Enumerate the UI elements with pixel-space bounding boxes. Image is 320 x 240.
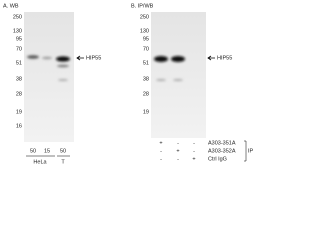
bands (27, 55, 185, 81)
marker: 16 (16, 123, 22, 129)
band (58, 79, 68, 81)
band (156, 79, 166, 81)
arrow (207, 55, 215, 61)
marker: 19 (143, 109, 149, 115)
marker: 28 (16, 91, 22, 97)
marker: 95 (143, 36, 149, 42)
row-label: Ctrl IgG (208, 156, 227, 162)
sign: - (160, 156, 162, 162)
sign: + (176, 148, 179, 154)
marker: 28 (143, 91, 149, 97)
sign: - (160, 148, 162, 154)
marker: 70 (16, 46, 22, 52)
marker: 250 (140, 14, 149, 20)
arrow (76, 55, 84, 61)
lane-amount: 50 (30, 148, 36, 154)
marker: 70 (143, 46, 149, 52)
cell-line: T (61, 159, 65, 165)
band (154, 56, 168, 62)
marker: 51 (16, 60, 22, 66)
band-label: HIP55 (217, 55, 232, 61)
marker: 38 (143, 76, 149, 82)
row-label: A303-351A (208, 140, 236, 146)
sign: - (193, 148, 195, 154)
lane-amount: 50 (60, 148, 66, 154)
band (173, 79, 183, 81)
marker: 95 (16, 36, 22, 42)
cell-line: HeLa (33, 159, 47, 165)
band (42, 56, 52, 60)
marker: 38 (16, 76, 22, 82)
band (171, 56, 185, 62)
lane-amount: 15 (44, 148, 50, 154)
sign: + (159, 140, 162, 146)
band (27, 55, 39, 59)
band (57, 64, 69, 68)
band-label: HIP55 (86, 55, 101, 61)
blot-b (151, 12, 206, 138)
marker: 130 (140, 28, 149, 34)
sign: + (192, 156, 195, 162)
marker: 130 (13, 28, 22, 34)
band (56, 56, 70, 62)
sign: - (177, 156, 179, 162)
sign: - (193, 140, 195, 146)
ip-label: IP (248, 148, 254, 154)
row-label: A303-352A (208, 148, 236, 154)
ip-bracket (244, 140, 247, 162)
marker: 51 (143, 60, 149, 66)
panel-title: A. WB (3, 3, 19, 9)
sign: - (177, 140, 179, 146)
marker: 250 (13, 14, 22, 20)
figure: A. WB 250 130 95 70 51 38 28 19 16 HIP55 50 15 50 HeLa… (3, 3, 254, 165)
panel-title: B. IP/WB (131, 3, 154, 9)
marker: 19 (16, 109, 22, 115)
blot-a (24, 12, 74, 142)
